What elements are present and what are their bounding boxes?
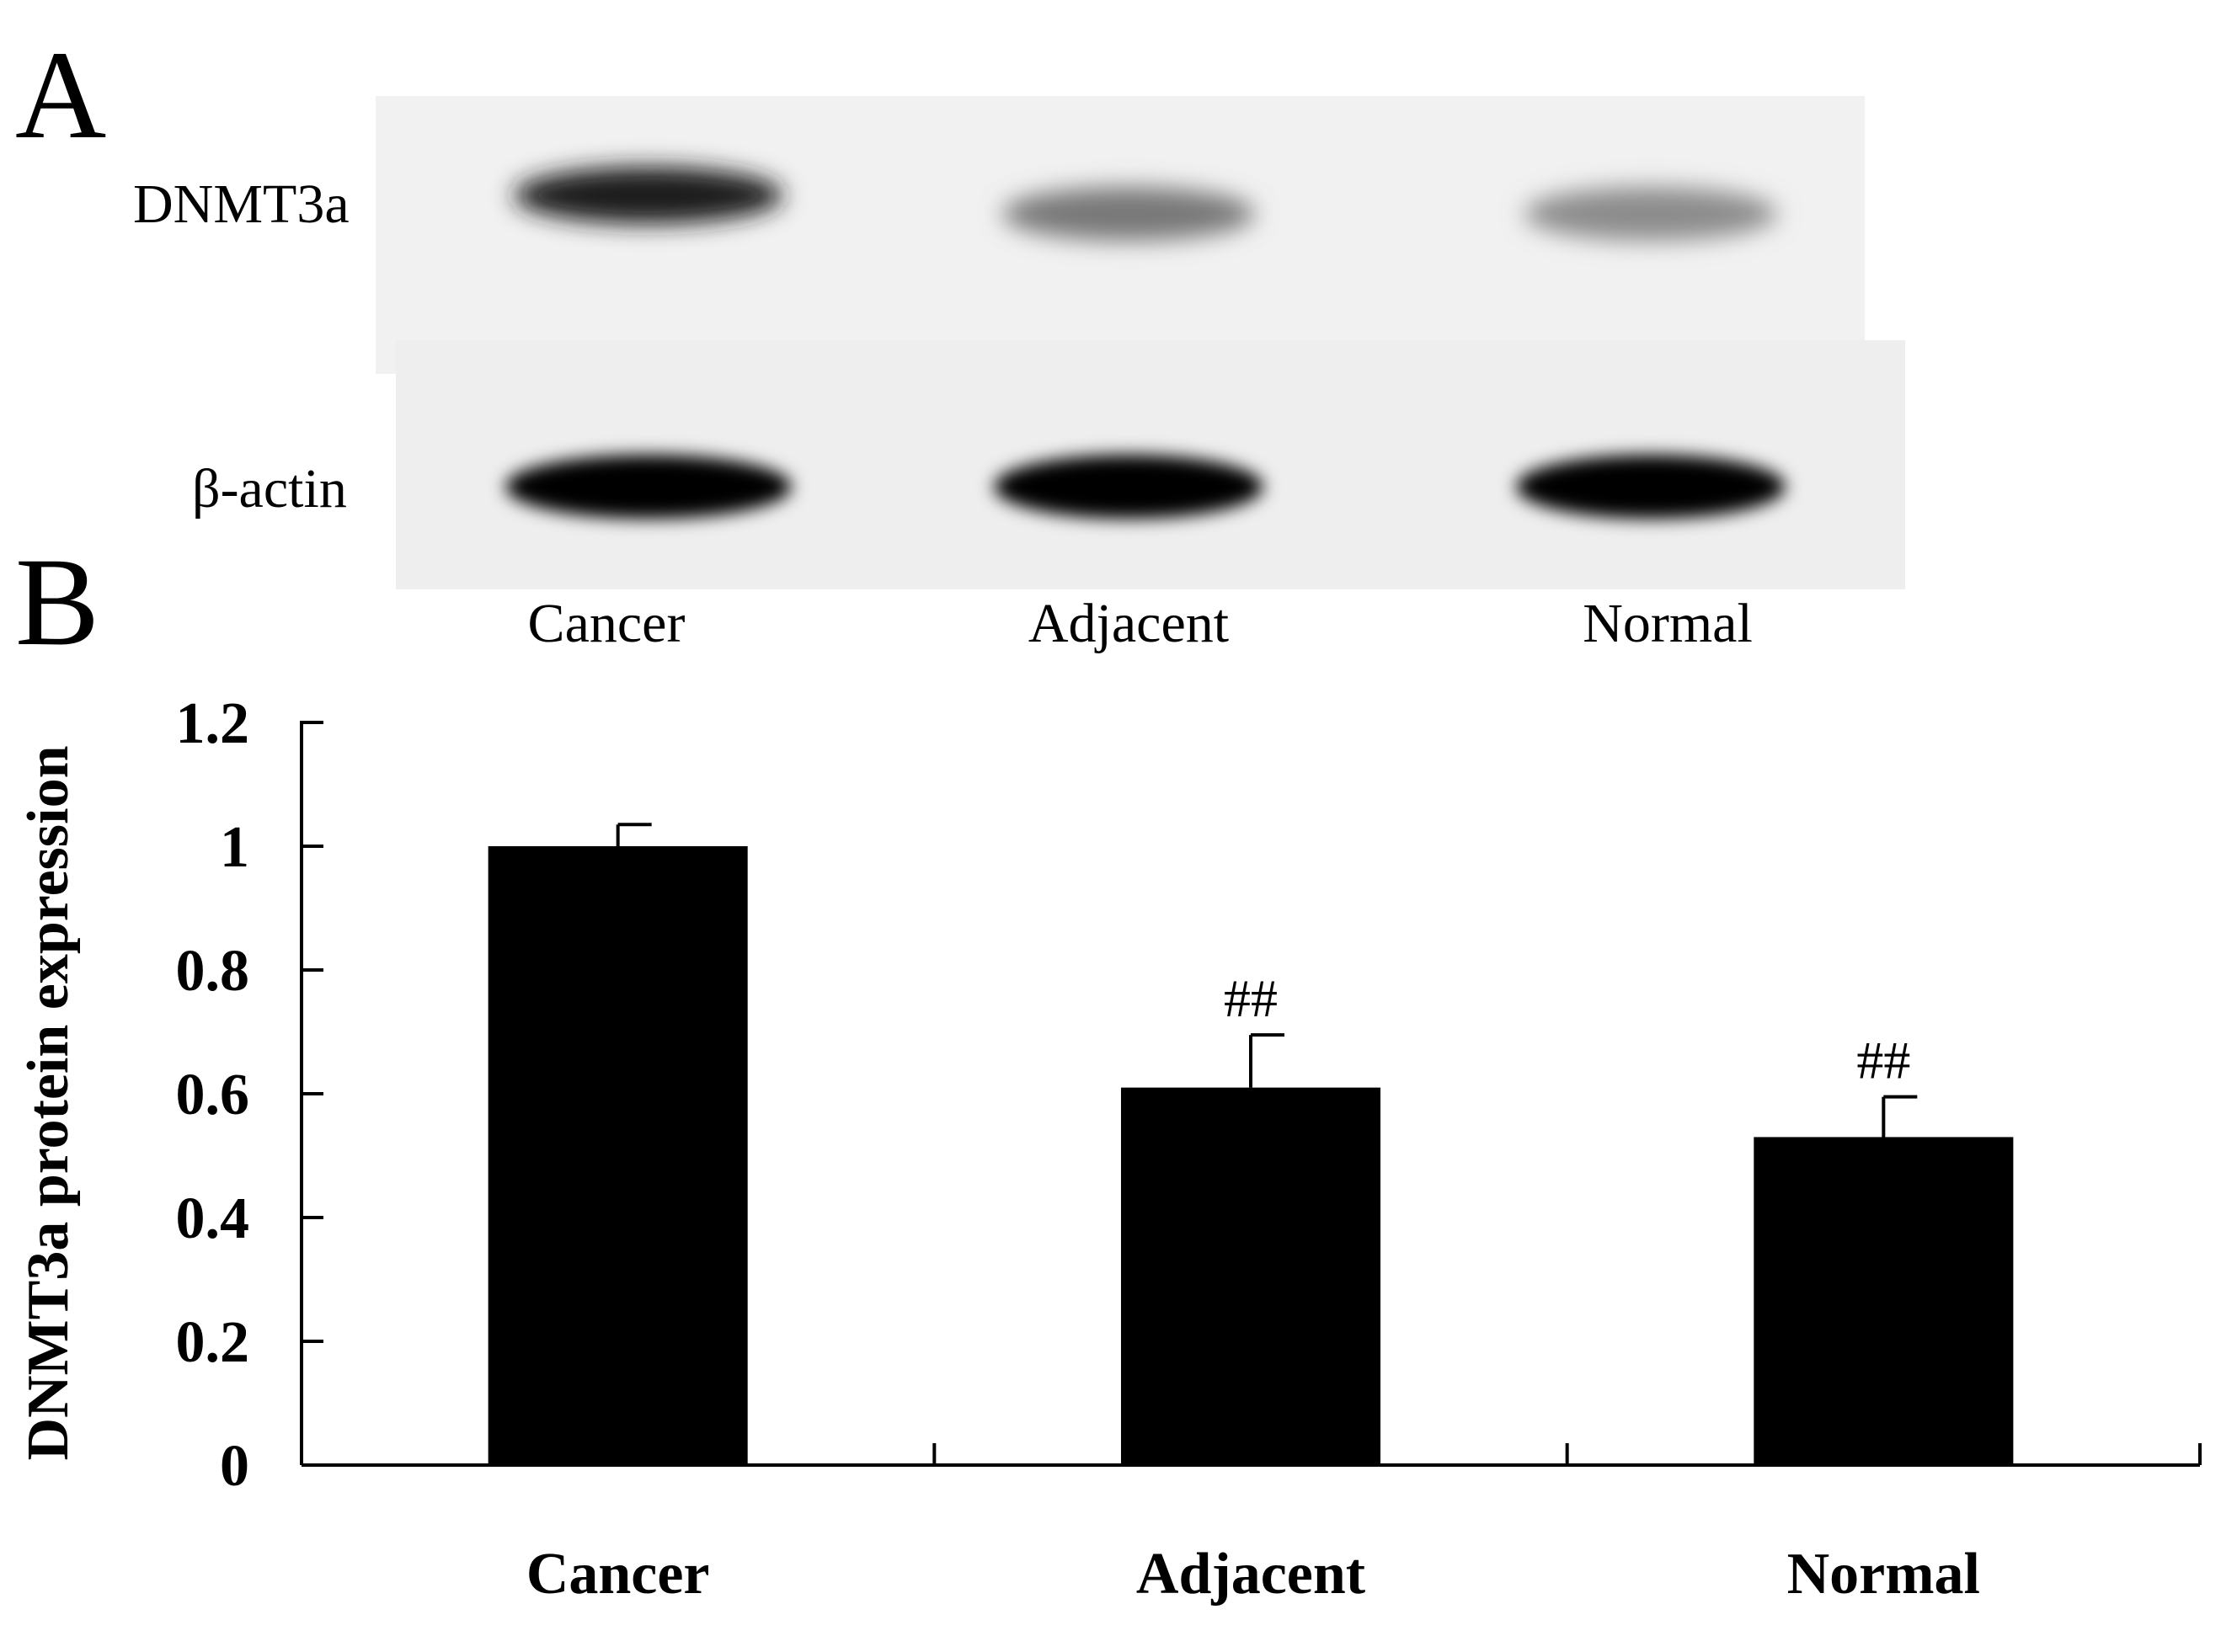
band-label-dnmt3a: DNMT3a	[133, 173, 350, 235]
y-axis-title: DNMT3a protein expression	[16, 745, 81, 1460]
significance-marker: ##	[1224, 968, 1278, 1028]
bar-cancer	[488, 846, 748, 1465]
y-tick-label: 0.2	[176, 1310, 250, 1375]
x-tick-label-normal: Normal	[1787, 1542, 1980, 1607]
bar-adjacent	[1120, 1087, 1381, 1465]
lane-label-normal: Normal	[1583, 593, 1753, 654]
band-label-beta-actin: β-actin	[192, 458, 347, 520]
dnmt3a-band-normal	[1524, 187, 1777, 241]
lane-label-cancer: Cancer	[527, 593, 686, 654]
significance-marker: ##	[1856, 1031, 1910, 1090]
panel-b-label: B	[15, 532, 100, 672]
x-tick-label-cancer: Cancer	[526, 1542, 710, 1607]
x-tick-label-adjacent: Adjacent	[1136, 1542, 1365, 1607]
y-tick-label: 0.4	[176, 1186, 250, 1251]
y-tick-label: 1	[220, 815, 249, 880]
y-tick-label: 0	[220, 1434, 249, 1499]
beta-actin-band-normal	[1516, 455, 1786, 519]
y-tick-label: 0.6	[176, 1063, 250, 1127]
bar-normal	[1754, 1137, 2014, 1465]
lane-label-adjacent: Adjacent	[1028, 593, 1230, 654]
dnmt3a-band-cancer	[514, 167, 783, 224]
y-tick-label: 1.2	[176, 691, 250, 756]
y-tick-label: 0.8	[176, 939, 250, 1004]
western-blot	[376, 96, 1905, 589]
panel-a-label: A	[15, 25, 107, 165]
beta-actin-band-cancer	[505, 455, 792, 519]
dnmt3a-band-adjacent	[1002, 187, 1255, 241]
beta-actin-band-adjacent	[994, 455, 1263, 519]
